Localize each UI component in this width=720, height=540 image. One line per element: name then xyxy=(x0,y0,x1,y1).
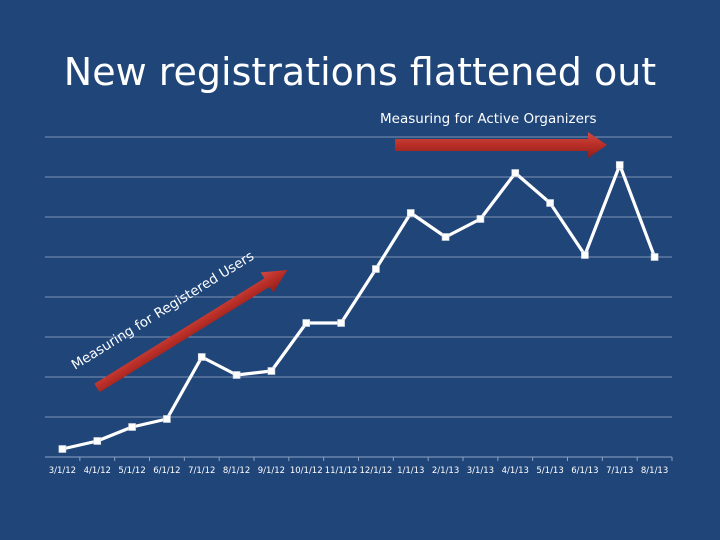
x-tick-label: 8/1/13 xyxy=(641,466,668,476)
data-point xyxy=(511,169,520,177)
slide-title: New registrations flattened out xyxy=(63,50,657,94)
x-tick-label: 6/1/13 xyxy=(571,466,598,476)
x-tick-label: 6/1/12 xyxy=(153,466,180,476)
active-organizers-annotation: Measuring for Active Organizers xyxy=(380,111,597,127)
data-point xyxy=(267,367,276,375)
data-point xyxy=(197,353,206,361)
data-point xyxy=(128,423,136,431)
gridlines xyxy=(45,136,672,418)
arrow-shape xyxy=(395,132,607,158)
x-tick-label: 10/1/12 xyxy=(290,466,323,476)
data-point xyxy=(441,233,450,241)
x-tick-label: 12/1/12 xyxy=(360,466,393,476)
data-point xyxy=(337,319,345,327)
x-tick-label: 3/1/12 xyxy=(49,466,76,476)
x-tick-label: 2/1/13 xyxy=(432,466,459,476)
arrow-shape xyxy=(94,269,288,393)
data-point xyxy=(406,209,415,217)
x-tick-label: 7/1/13 xyxy=(606,466,633,476)
registered-users-arrow xyxy=(94,269,288,393)
x-tick-label: 5/1/12 xyxy=(118,466,145,476)
data-point xyxy=(476,215,485,223)
x-tick-label: 7/1/12 xyxy=(188,466,215,476)
data-point xyxy=(163,415,171,423)
data-point xyxy=(302,319,311,327)
x-tick-label: 3/1/13 xyxy=(467,466,494,476)
x-tick-label: 11/1/12 xyxy=(325,466,358,476)
data-point xyxy=(58,445,67,453)
x-tick-label: 1/1/13 xyxy=(397,466,424,476)
data-point xyxy=(615,161,624,169)
data-point xyxy=(93,437,102,445)
x-tick-label: 4/1/13 xyxy=(502,466,529,476)
x-tick-label: 8/1/12 xyxy=(223,466,250,476)
x-axis-ticks: 3/1/12 4/1/12 5/1/12 6/1/12 7/1/12 8/1/12 9/1/… xyxy=(49,457,673,476)
data-point xyxy=(581,251,589,259)
data-point xyxy=(546,199,554,207)
data-point xyxy=(372,265,380,273)
x-tick-label: 5/1/13 xyxy=(536,466,563,476)
series-markers xyxy=(58,161,659,453)
series-line xyxy=(62,163,657,451)
x-tick-label: 9/1/12 xyxy=(258,466,285,476)
active-organizers-arrow xyxy=(395,132,607,158)
data-point xyxy=(650,253,659,261)
x-tick-label: 4/1/12 xyxy=(84,466,111,476)
data-point xyxy=(232,371,241,379)
